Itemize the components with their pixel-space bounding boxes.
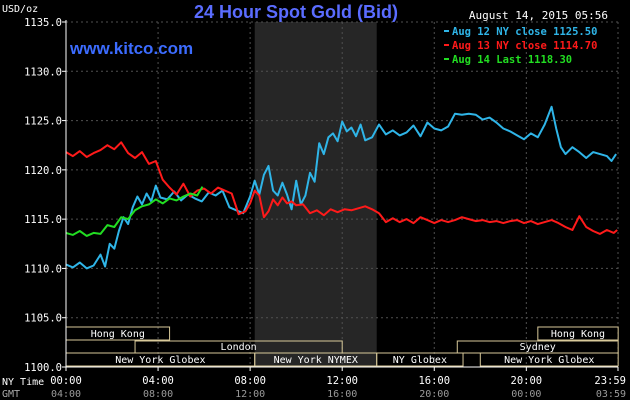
x-tick-label-ny: 20:00 [511,375,543,387]
series-line-0 [65,105,617,270]
session-label: London [221,342,257,353]
series-line-2 [65,186,204,237]
session-bar: Hong Kong [537,326,619,341]
y-tick-label: 1120.0 [24,165,62,177]
legend-aug13: Aug 13 NY close 1114.70 [452,40,597,52]
session-box [537,326,619,341]
x-tick-label-ny: 04:00 [142,375,174,387]
legend-aug12: Aug 12 NY close 1125.50 [452,26,597,38]
kitco-brand: www.kitco.com [69,39,193,58]
y-tick-label: 1130.0 [24,66,62,78]
gmt-label: GMT [2,389,20,400]
legend-swatch-aug14 [444,58,449,60]
x-tick-label-gmt: 20:00 [419,389,449,400]
session-label: New York NYMEX [274,355,358,366]
x-tick-label-ny: 16:00 [418,375,450,387]
session-label: New York Globex [504,355,594,366]
session-label: Hong Kong [91,329,145,340]
legend-swatch-aug13 [444,44,449,46]
y-tick-label: 1115.0 [24,214,62,226]
session-label: Sydney [520,342,556,353]
y-tick-label: 1125.0 [24,116,62,128]
y-axis-unit: USD/oz [2,4,38,15]
legend-aug14: Aug 14 Last 1118.30 [452,54,572,66]
session-label: NY Globex [393,355,447,366]
legend: Aug 12 NY close 1125.50 Aug 13 NY close … [444,26,597,66]
ny-time-label: NY Time [2,377,44,388]
session-label: New York Globex [115,355,205,366]
chart-date: August 14, 2015 05:56 [469,9,608,22]
session-bar: NY Globex [376,352,464,367]
y-tick-label: 1105.0 [24,313,62,325]
x-tick-label-gmt: 03:59 [596,389,626,400]
x-tick-label-ny: 00:00 [50,375,82,387]
x-tick-label-gmt: 08:00 [143,389,173,400]
x-tick-label-gmt: 04:00 [51,389,81,400]
x-tick-label-ny: 12:00 [326,375,358,387]
session-label: Hong Kong [551,329,605,340]
chart-title: 24 Hour Spot Gold (Bid) [194,2,398,22]
nymex-session-shade [254,22,377,367]
y-tick-label: 1100.0 [24,362,62,374]
series-line-1 [65,141,618,235]
session-box [376,352,464,367]
x-tick-label-ny: 23:59 [594,375,626,387]
y-tick-label: 1135.0 [24,17,62,29]
axes: 1100.0 1105.0 1110.0 1115.0 1120.0 1125.0 1130… [24,17,626,400]
x-tick-label-gmt: 00:00 [511,389,541,400]
price-series [65,105,618,270]
session-box [479,352,619,367]
y-tick-label: 1110.0 [24,263,62,275]
x-tick-label-gmt: 12:00 [235,389,265,400]
session-bar: New York Globex [479,352,619,367]
x-tick-label-ny: 08:00 [234,375,266,387]
legend-swatch-aug12 [444,30,449,32]
x-tick-label-gmt: 16:00 [327,389,357,400]
